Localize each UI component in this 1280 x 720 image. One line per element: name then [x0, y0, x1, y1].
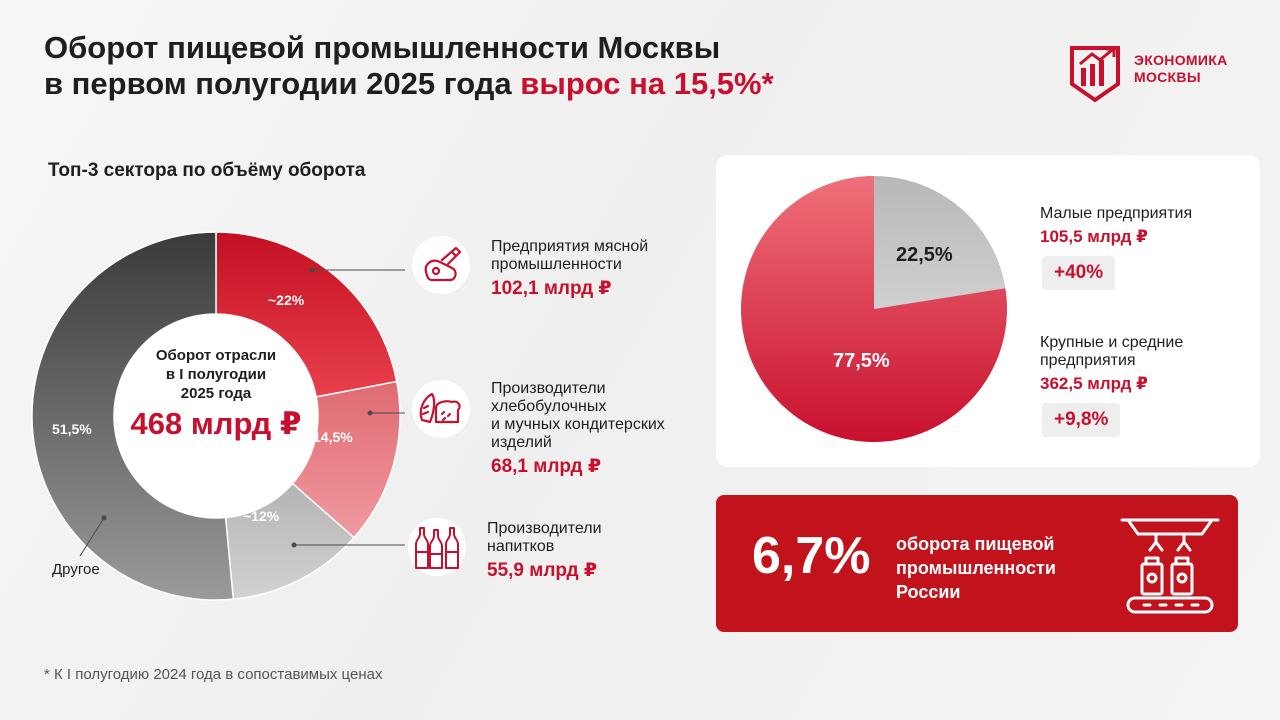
small-enterprise-growth-badge: +40%	[1042, 256, 1116, 290]
large-enterprise-growth-badge: +9,8%	[1042, 403, 1121, 437]
bread-icon-circle	[412, 380, 470, 438]
sector-bread-name-2: хлебобулочных	[491, 398, 607, 415]
donut-hole	[114, 314, 318, 518]
pie-slice-small	[874, 176, 1006, 309]
large-enterprise-name-2: предприятия	[1040, 352, 1136, 369]
sector-bread-info: Производители хлебобулочных и мучных кон…	[491, 380, 665, 478]
donut-center-line-2: в I полугодии	[165, 366, 267, 383]
logo-icon	[1070, 46, 1120, 103]
small-enterprise-name: Малые предприятия	[1040, 205, 1193, 222]
large-enterprise-value: 362,5 млрд ₽	[1040, 374, 1148, 393]
sector-donut-chart	[31, 231, 401, 601]
sector-bread-name-3: и мучных кондитерских	[491, 416, 665, 433]
russia-share-line-1: оборота пищевой	[896, 534, 1055, 554]
sector-meat-name-1: Предприятия мясной	[491, 238, 649, 255]
sector-bread-value: 68,1 млрд ₽	[491, 456, 602, 477]
logo-line-1: ЭКОНОМИКА	[1134, 52, 1228, 68]
sector-drinks-info: Производители напитков 55,9 млрд ₽	[487, 520, 602, 582]
donut-center-label: Оборот отрасли в I полугодии 2025 года	[116, 346, 316, 403]
footnote: * К I полугодию 2024 года в сопоставимых…	[44, 666, 383, 683]
factory-conveyor-icon	[1120, 518, 1220, 614]
meat-icon	[424, 246, 462, 282]
title-highlight: вырос на 15,5%*	[520, 66, 774, 101]
donut-center-line-1: Оборот отрасли	[155, 347, 277, 364]
page-title: Оборот пищевой промышленности Москвы в п…	[44, 30, 774, 102]
logo-line-2: МОСКВЫ	[1134, 69, 1201, 85]
bottles-icon	[415, 527, 459, 569]
slice-label-meat: ~22%	[268, 292, 305, 308]
title-line-2-prefix: в первом полугодии 2025 года	[44, 66, 521, 101]
small-enterprise-info: Малые предприятия 105,5 млрд ₽	[1040, 205, 1192, 247]
sector-bread-name-1: Производители	[491, 380, 606, 397]
sector-drinks-value: 55,9 млрд ₽	[487, 560, 598, 581]
bottles-icon-circle	[408, 518, 466, 576]
russia-share-value: 6,7%	[752, 527, 871, 585]
small-enterprise-value: 105,5 млрд ₽	[1040, 227, 1148, 246]
pie-label-small: 22,5%	[896, 244, 953, 266]
pie-slice-large	[741, 176, 1007, 442]
other-label: Другое	[52, 561, 100, 578]
meat-icon-circle	[412, 236, 470, 294]
donut-center-value: 468 млрд ₽	[130, 406, 302, 441]
russia-share-line-2: промышленности	[896, 558, 1056, 578]
sector-drinks-name-1: Производители	[487, 520, 602, 537]
title-line-1: Оборот пищевой промышленности Москвы	[44, 30, 721, 65]
slice-label-other: 51,5%	[52, 421, 92, 437]
russia-share-line-3: России	[896, 582, 961, 602]
large-enterprise-info: Крупные и средние предприятия 362,5 млрд…	[1040, 334, 1183, 394]
title-line-2: в первом полугодии 2025 года вырос на 15…	[44, 66, 774, 102]
sector-meat-name-2: промышленности	[491, 256, 622, 273]
sector-bread-name-4: изделий	[491, 434, 552, 451]
large-enterprise-name-1: Крупные и средние	[1040, 334, 1184, 351]
slice-label-bread: 14,5%	[313, 429, 353, 445]
russia-share-text: оборота пищевой промышленности России	[896, 532, 1056, 604]
donut-center-line-3: 2025 года	[180, 385, 252, 402]
slice-label-drinks: ~12%	[243, 508, 280, 524]
sector-meat-info: Предприятия мясной промышленности 102,1 …	[491, 238, 648, 300]
enterprise-pie-chart	[741, 176, 1007, 442]
sector-drinks-name-2: напитков	[487, 538, 555, 555]
bread-icon	[419, 392, 461, 424]
sectors-subtitle: Топ-3 сектора по объёму оборота	[48, 160, 366, 181]
sector-meat-value: 102,1 млрд ₽	[491, 278, 612, 299]
logo-text: ЭКОНОМИКА МОСКВЫ	[1134, 52, 1227, 86]
pie-label-large: 77,5%	[833, 350, 890, 372]
